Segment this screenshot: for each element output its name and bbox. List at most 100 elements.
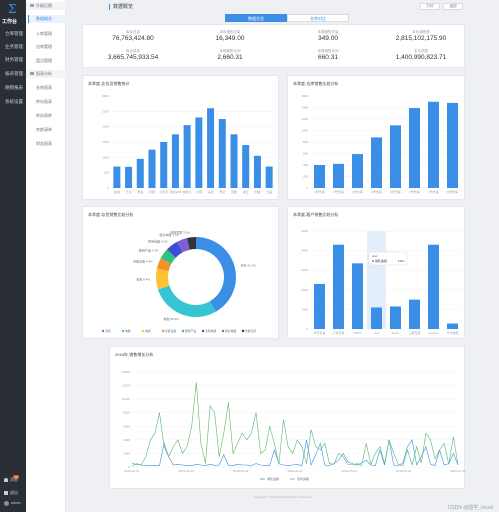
bar <box>242 145 250 188</box>
bar <box>230 134 238 188</box>
legend-marker <box>181 329 185 333</box>
bar <box>390 125 401 188</box>
kpi-label: 本期销售总量 <box>317 30 339 34</box>
y-tick-label: 3000 <box>301 268 308 272</box>
y-tick-label: 1500 <box>102 140 109 144</box>
submenu-item[interactable]: 入库管理 <box>36 31 52 36</box>
y-tick-label: 8000 <box>123 411 130 415</box>
bar <box>371 307 382 329</box>
kpi-item: 本月总额 1,400,990,823.71 <box>386 49 456 62</box>
bar <box>160 142 168 188</box>
bar <box>253 155 261 188</box>
x-tick-label: 2号仓库 <box>333 189 344 194</box>
legend-label: 智能家居 <box>245 329 256 333</box>
bar <box>148 149 156 188</box>
submenu-item[interactable]: 出库管理 <box>36 44 52 49</box>
print-button[interactable]: 打印 <box>420 3 440 10</box>
nav-workbench[interactable]: 工作台 <box>2 19 18 25</box>
submenu-item-active[interactable]: 数据概览 <box>28 15 66 23</box>
x-tick-label: 王涛 <box>126 189 132 194</box>
submenu-group-header[interactable]: 升级后期 <box>26 2 66 10</box>
folder-icon <box>30 72 34 76</box>
legend-marker <box>121 329 125 333</box>
x-tick-label: 小米专卖 <box>332 330 344 335</box>
bar <box>218 119 226 188</box>
logout-label: 退出 <box>10 490 18 495</box>
kpi-value: 76,763,424.80 <box>112 35 154 42</box>
nav-item[interactable]: 随销报表 <box>5 85 23 90</box>
legend-label: 家用电器 <box>205 329 216 333</box>
submenu-item[interactable]: 财务报表 <box>36 141 52 146</box>
bar <box>352 263 363 329</box>
y-tick-label: 2500 <box>102 109 109 113</box>
message-count-badge: 99 <box>13 475 19 479</box>
submenu-item[interactable]: 库龄清单 <box>36 127 52 132</box>
nav-item[interactable]: 业务管理 <box>5 44 23 49</box>
y-tick-label: 800 <box>303 140 308 144</box>
bar <box>409 108 420 188</box>
y-tick-label: 600 <box>303 152 308 156</box>
submenu-item[interactable]: 库存周转 <box>36 113 52 118</box>
y-tick-label: 1200 <box>301 117 308 121</box>
messages-button[interactable]: 消息 <box>4 477 18 483</box>
y-tick-label: 6000 <box>123 424 130 428</box>
submenu-item[interactable]: 库存报表 <box>36 99 52 104</box>
kpi-item: 本期销售毛利 660.31 <box>293 49 363 62</box>
tab-overview[interactable]: 数据总览 <box>225 14 287 22</box>
x-tick-label: 7号仓库 <box>428 189 439 194</box>
nav-item[interactable]: 仓库管理 <box>5 31 23 36</box>
x-tick-label: vivo <box>374 331 380 335</box>
slice-label: 数码产品 4.3% <box>139 248 159 253</box>
y-tick-label: 0 <box>306 186 308 190</box>
bar <box>183 125 191 188</box>
kpi-label: 本年销售总量 <box>219 30 241 34</box>
chart-card-growth: 2019年-销售增长分析 14000 12000 10000 8000 6000 4000… <box>109 346 466 489</box>
kpi-item: 库存总量 76,763,424.80 <box>98 30 168 43</box>
submenu-item[interactable]: 盘点管理 <box>36 58 52 63</box>
tab-warehouse-compare[interactable]: 仓库对比 <box>287 14 349 22</box>
series-line <box>131 382 459 467</box>
x-tick-label: 马宏 <box>208 189 214 194</box>
series-line <box>131 439 459 466</box>
kpi-value: 2,660.31 <box>217 54 243 61</box>
nav-item[interactable]: 报表管理 <box>5 71 23 76</box>
nav-item[interactable]: 财务管理 <box>5 57 23 62</box>
y-tick-label: 1400 <box>301 106 308 110</box>
donut-slice <box>156 258 172 272</box>
bar <box>113 166 121 188</box>
submenu-item[interactable]: 仓库报表 <box>36 85 52 90</box>
submenu-group-header[interactable]: 报表分析 <box>26 70 66 78</box>
kpi-value: 3,665,745,933.54 <box>107 54 159 61</box>
logout-button[interactable]: 退出 <box>4 490 18 496</box>
y-tick-label: 0 <box>306 327 308 331</box>
legend-label: 厨房电器 <box>225 329 236 333</box>
y-tick-label: 3000 <box>102 94 109 98</box>
x-tick-label: 2019-05-01 <box>342 469 358 473</box>
kpi-card: 库存总量 76,763,424.80 本年销售总量 16,349.00 本期销售总量… <box>82 24 465 68</box>
chart-card-inventory: 本季度-存货销售比较分析 手机 41.7% 电脑 28.3% 电视 8.4% 智能设备… <box>82 206 279 339</box>
x-tick-label: 郑立 <box>243 189 249 194</box>
nav-item[interactable]: 系统设置 <box>5 99 23 104</box>
bar <box>125 166 133 188</box>
y-tick-label: 400 <box>303 163 308 167</box>
bar <box>371 137 382 188</box>
inventory-donut-chart: 手机 41.7% 电脑 28.3% 电视 8.4% 智能设备 4.4% 数码产品 4.3… <box>101 229 256 333</box>
kpi-label: 本期销售毛利 <box>219 49 241 53</box>
warehouse-bar-chart: 1600 1400 1200 1000 800 600 400 200 0 1号仓库 2号仓库 3号仓… <box>301 94 462 194</box>
kpi-label: 本年销售额 <box>412 30 430 34</box>
y-tick-label: 5000 <box>301 229 308 233</box>
tooltip-box <box>368 251 408 266</box>
slice-label: 电视 8.4% <box>136 276 150 281</box>
donut-slice <box>157 285 216 317</box>
chart-card-salesman: 本季度-业务员销售统计 3000 2500 2000 1500 1000 500 0 赵斌 王涛… <box>82 75 279 200</box>
x-tick-label: 刘强 <box>254 189 260 194</box>
donut-slice <box>160 249 176 264</box>
avatar[interactable] <box>4 501 9 506</box>
back-button[interactable]: 返回 <box>443 3 463 10</box>
x-tick-label: 2019-04-01 <box>287 469 303 473</box>
back-button-label: 返回 <box>449 4 457 8</box>
x-tick-label: 张勇WM <box>170 189 182 194</box>
legend-label: 智能设备 <box>165 329 176 333</box>
bar <box>447 102 458 188</box>
x-tick-label: 2019-02-01 <box>179 469 195 473</box>
